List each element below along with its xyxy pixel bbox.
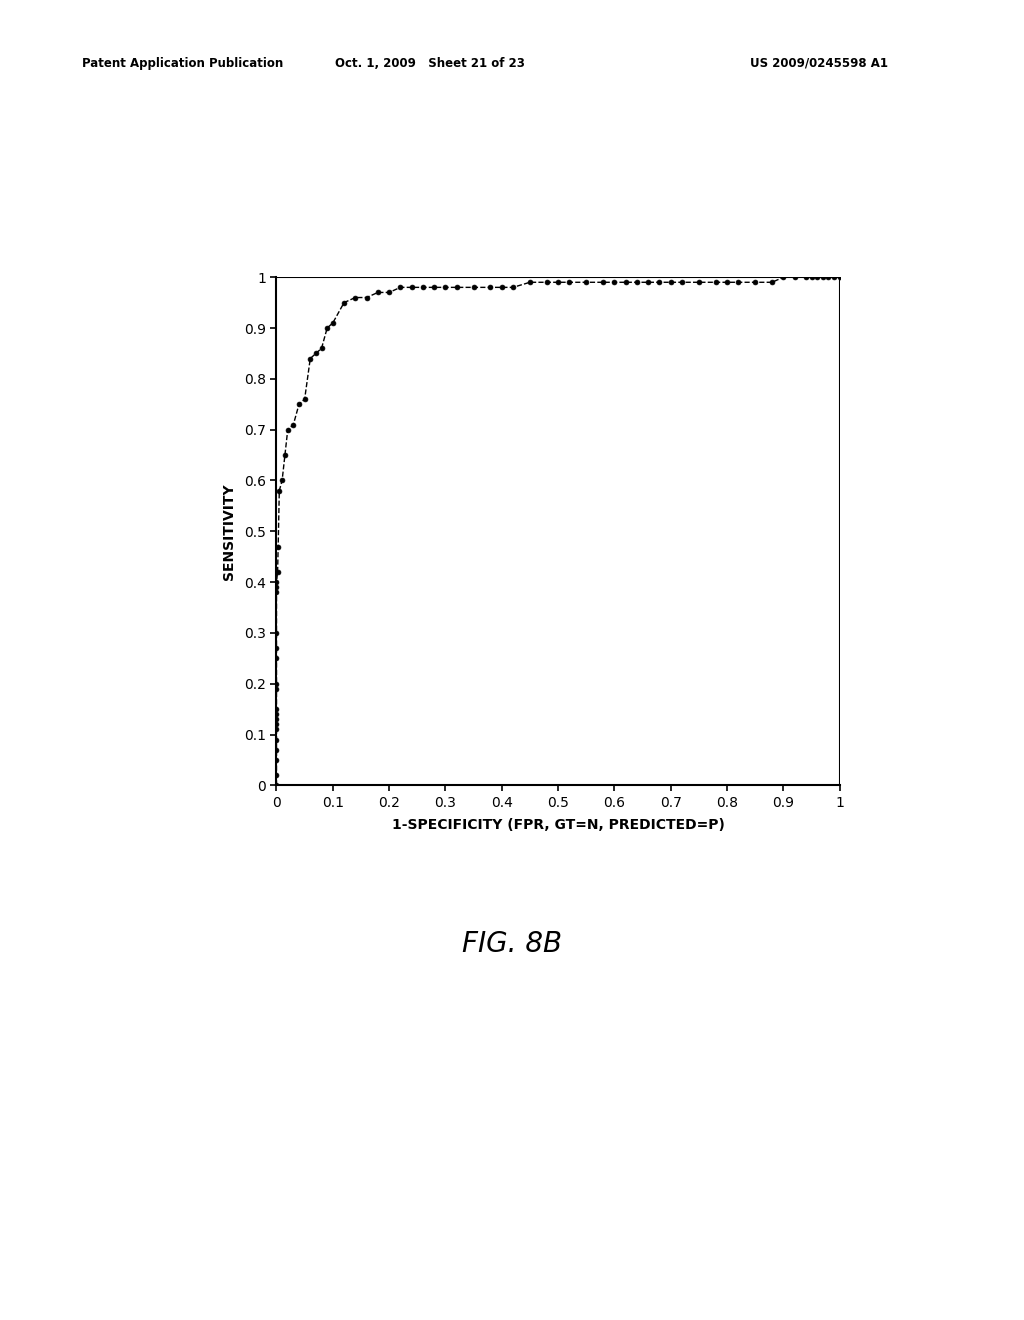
Text: FIG. 8B: FIG. 8B (462, 929, 562, 958)
Text: Oct. 1, 2009   Sheet 21 of 23: Oct. 1, 2009 Sheet 21 of 23 (335, 57, 525, 70)
Y-axis label: SENSITIVITY: SENSITIVITY (222, 483, 236, 579)
Text: Patent Application Publication: Patent Application Publication (82, 57, 284, 70)
X-axis label: 1-SPECIFICITY (FPR, GT=N, PREDICTED=P): 1-SPECIFICITY (FPR, GT=N, PREDICTED=P) (391, 818, 725, 832)
Text: US 2009/0245598 A1: US 2009/0245598 A1 (751, 57, 888, 70)
